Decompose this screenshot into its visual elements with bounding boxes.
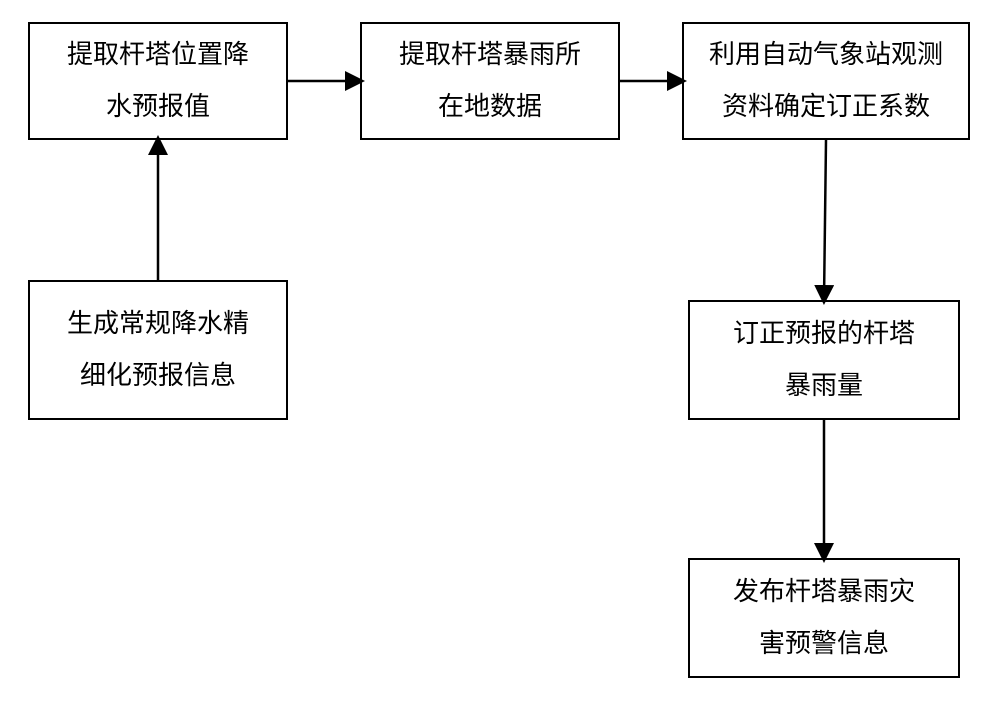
node-label: 生成常规降水精 细化预报信息 — [67, 298, 249, 402]
flow-node-n1: 提取杆塔位置降 水预报值 — [28, 22, 288, 140]
flow-node-n3: 利用自动气象站观测 资料确定订正系数 — [682, 22, 970, 140]
node-label: 利用自动气象站观测 资料确定订正系数 — [709, 29, 943, 133]
node-label: 提取杆塔位置降 水预报值 — [67, 29, 249, 133]
flow-node-n2: 提取杆塔暴雨所 在地数据 — [360, 22, 620, 140]
node-label: 订正预报的杆塔 暴雨量 — [733, 308, 915, 412]
node-label: 提取杆塔暴雨所 在地数据 — [399, 29, 581, 133]
flow-node-n6: 发布杆塔暴雨灾 害预警信息 — [688, 558, 960, 678]
flow-node-n4: 生成常规降水精 细化预报信息 — [28, 280, 288, 420]
node-label: 发布杆塔暴雨灾 害预警信息 — [733, 566, 915, 670]
flow-edge — [824, 140, 826, 300]
flow-node-n5: 订正预报的杆塔 暴雨量 — [688, 300, 960, 420]
